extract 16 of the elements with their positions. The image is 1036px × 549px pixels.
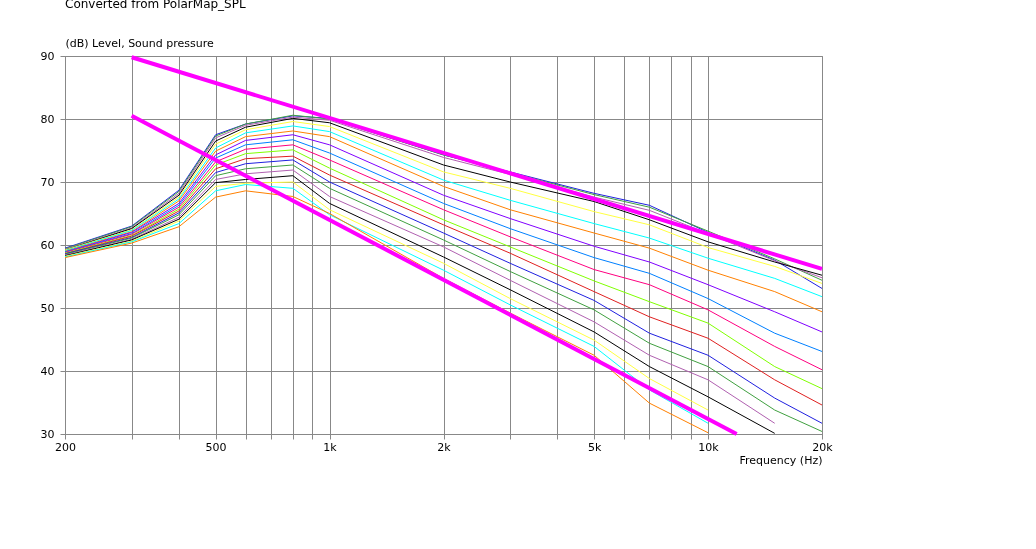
y-tick-label: 80 — [40, 112, 55, 126]
x-tick-label: 5k — [587, 440, 602, 454]
y-tick-label: 30 — [40, 427, 55, 441]
y-tick-label: 90 — [40, 49, 55, 63]
x-tick-label: 200 — [55, 440, 76, 454]
y-tick-label: 60 — [40, 238, 55, 252]
x-tick-label: 20k — [812, 440, 834, 454]
y-tick-label: 40 — [40, 364, 55, 378]
y-axis-title: (dB) Level, Sound pressure — [65, 36, 215, 50]
x-tick-label: 1k — [323, 440, 338, 454]
y-tick-label: 50 — [40, 301, 55, 315]
x-axis-title: Frequency (Hz) — [739, 453, 823, 467]
x-tick-label: 2k — [437, 440, 452, 454]
x-tick-label: 10k — [698, 440, 720, 454]
y-tick-label: 70 — [40, 175, 55, 189]
x-tick-label: 500 — [205, 440, 227, 454]
